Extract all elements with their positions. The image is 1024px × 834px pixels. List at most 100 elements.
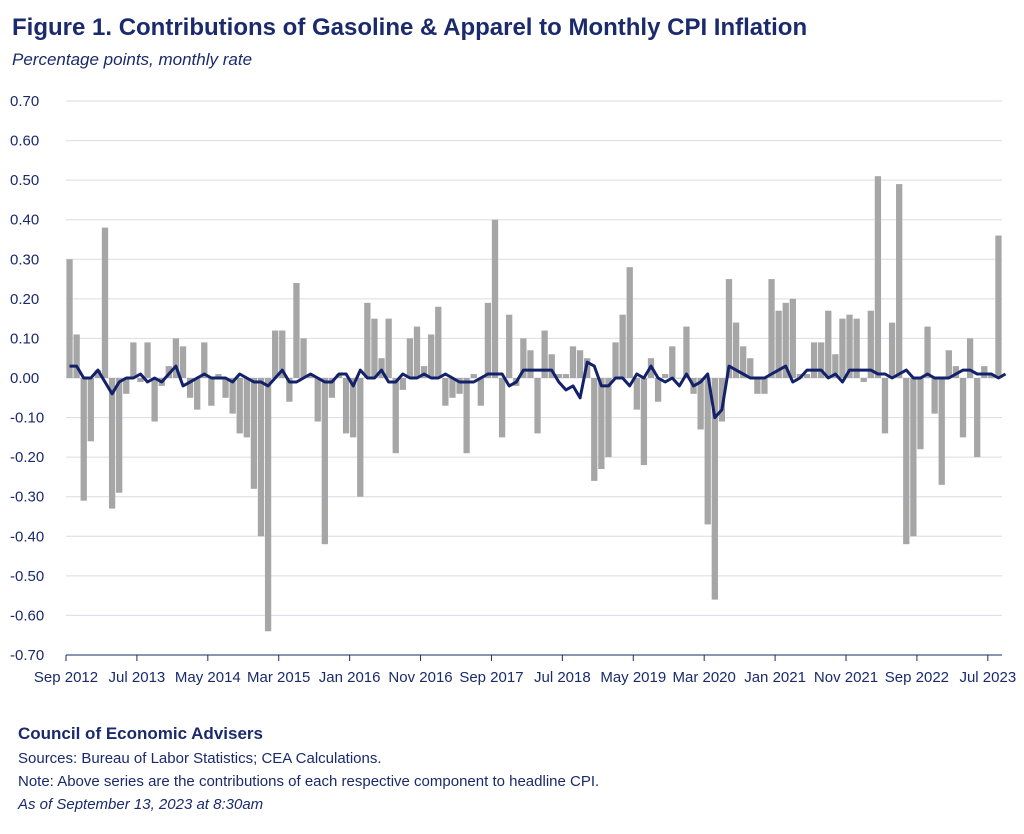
gasoline-bar (881, 378, 889, 434)
gasoline-bar (172, 338, 180, 378)
gasoline-bar (732, 322, 740, 378)
legend-apparel-label: Apparel (570, 699, 618, 700)
footer-note: Note: Above series are the contributions… (18, 773, 600, 790)
gasoline-bar (442, 378, 449, 406)
y-tick-label: 0.70 (10, 93, 39, 110)
x-tick-label: Jan 2021 (744, 669, 806, 686)
gasoline-bar (548, 354, 555, 378)
gasoline-bar (988, 374, 995, 378)
gasoline-bar (896, 184, 903, 378)
gasoline-bar (818, 342, 825, 378)
x-tick-label: Jan 2016 (319, 669, 381, 686)
gasoline-bar (73, 334, 80, 378)
gasoline-bar (938, 378, 945, 485)
gasoline-bar (435, 306, 442, 378)
gasoline-bar (832, 354, 839, 378)
gasoline-bar (740, 346, 747, 378)
gasoline-bar (144, 342, 151, 378)
gasoline-bar (966, 338, 974, 378)
gasoline-bar (619, 314, 626, 378)
gasoline-bar (810, 342, 818, 378)
gasoline-bar (250, 378, 258, 489)
x-tick-label: Mar 2015 (247, 669, 310, 686)
gasoline-bar (201, 342, 208, 378)
gasoline-bar (498, 378, 506, 438)
gasoline-bar (768, 279, 775, 378)
gasoline-bar (428, 334, 435, 378)
gasoline-bar (981, 366, 988, 378)
gasoline-bar (718, 378, 726, 422)
gasoline-bar (995, 235, 1002, 378)
gasoline-bar (179, 346, 187, 378)
gasoline-bar (264, 378, 272, 632)
chart-subtitle: Percentage points, monthly rate (12, 50, 253, 69)
gasoline-bar (463, 378, 470, 454)
gasoline-bar (605, 378, 612, 458)
gasoline-bar (683, 326, 690, 378)
gasoline-bar (257, 378, 265, 537)
gasoline-bar (839, 318, 846, 378)
gasoline-bar (108, 378, 116, 509)
x-tick-label: Jul 2023 (959, 669, 1016, 686)
y-tick-label: -0.70 (10, 647, 44, 664)
gasoline-bar (562, 374, 570, 378)
gasoline-bar (569, 346, 577, 378)
gasoline-bar (917, 378, 924, 450)
gasoline-bar (66, 259, 73, 378)
gasoline-bar (846, 314, 853, 378)
gasoline-bar (612, 342, 619, 378)
gasoline-bar (186, 378, 194, 398)
gasoline-bar (449, 378, 456, 398)
gasoline-bar (385, 318, 392, 378)
legend-gasoline-label: Gasoline (447, 699, 502, 700)
x-tick-label: Jul 2013 (109, 669, 166, 686)
gasoline-bar (80, 378, 87, 501)
gasoline-bar (761, 378, 768, 394)
y-tick-label: -0.30 (10, 489, 44, 506)
gasoline-bar (527, 350, 534, 378)
x-tick-label: Mar 2020 (672, 669, 735, 686)
gasoline-bar (293, 283, 300, 378)
x-tick-label: Nov 2021 (814, 669, 878, 686)
gasoline-bar (654, 378, 662, 402)
gasoline-bar (853, 318, 860, 378)
y-tick-label: -0.60 (10, 607, 44, 624)
x-tick-label: May 2019 (600, 669, 666, 686)
gasoline-bar (364, 302, 371, 378)
gasoline-bar (633, 378, 640, 410)
gasoline-bar (350, 378, 357, 438)
gasoline-bar (307, 374, 314, 378)
gasoline-bar (959, 378, 967, 438)
gasoline-bar (520, 338, 527, 378)
gasoline-bar (194, 378, 201, 410)
gasoline-bar (662, 374, 669, 378)
gasoline-bar (974, 378, 981, 458)
gasoline-bar (725, 279, 733, 378)
gasoline-bar (272, 330, 279, 378)
gasoline-bar (945, 350, 952, 378)
gasoline-bar (300, 338, 307, 378)
gasoline-bar (860, 378, 867, 382)
gasoline-bar (903, 378, 910, 545)
gasoline-bar (215, 374, 222, 378)
x-tick-label: May 2014 (175, 669, 241, 686)
gasoline-bar (208, 378, 215, 406)
gasoline-bar (576, 350, 584, 378)
gasoline-bar (591, 378, 598, 481)
gasoline-bar (754, 378, 761, 394)
x-tick-label: Nov 2016 (388, 669, 452, 686)
gasoline-bar (399, 378, 406, 390)
gasoline-bar (378, 358, 385, 378)
gasoline-bar (137, 378, 144, 382)
gasoline-bar (803, 374, 811, 378)
x-tick-label: Sep 2022 (885, 669, 949, 686)
gasoline-bar (931, 378, 938, 414)
gasoline-bar (952, 366, 960, 378)
gasoline-bar (888, 322, 896, 378)
gasoline-bar (924, 326, 931, 378)
chart-title: Figure 1. Contributions of Gasoline & Ap… (12, 14, 808, 41)
gasoline-bar (413, 326, 421, 378)
gasoline-bar (328, 378, 336, 398)
y-tick-label: 0.30 (10, 251, 39, 268)
gasoline-bar (94, 370, 102, 378)
